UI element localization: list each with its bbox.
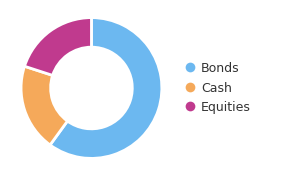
Wedge shape	[21, 66, 68, 145]
Wedge shape	[50, 18, 162, 158]
Wedge shape	[24, 18, 91, 75]
Legend: Bonds, Cash, Equities: Bonds, Cash, Equities	[183, 62, 251, 114]
